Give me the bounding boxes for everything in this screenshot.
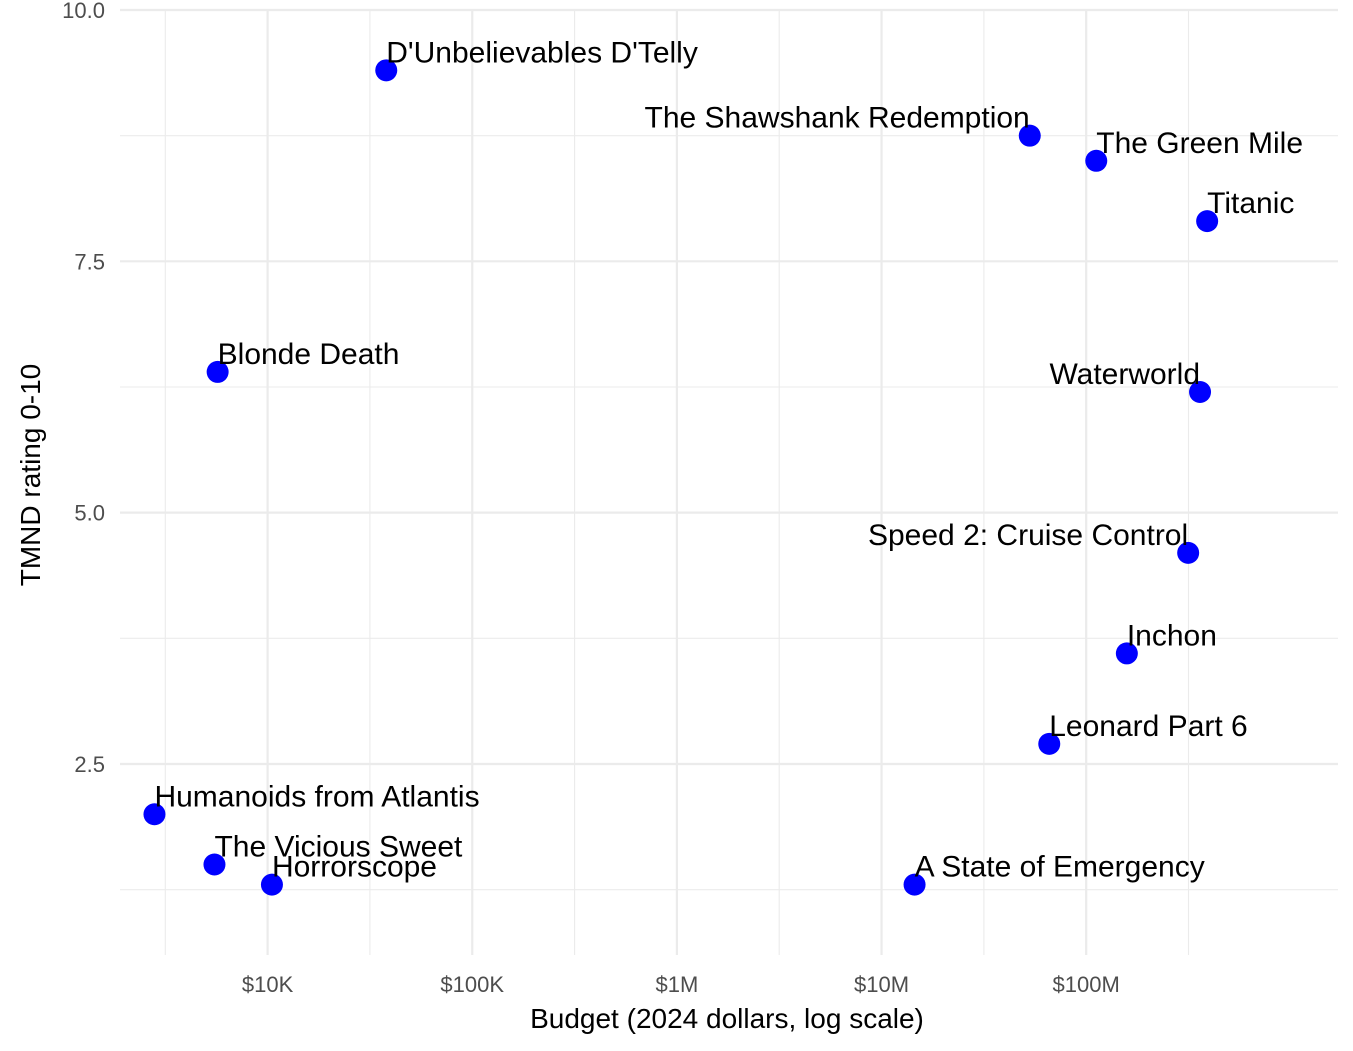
major-gridlines bbox=[120, 8, 1338, 955]
data-point bbox=[143, 803, 166, 826]
x-axis-title: Budget (2024 dollars, log scale) bbox=[530, 1003, 924, 1034]
y-tick-label: 2.5 bbox=[74, 752, 105, 777]
point-label: The Shawshank Redemption bbox=[645, 102, 1030, 135]
point-label: Leonard Part 6 bbox=[1049, 710, 1247, 743]
data-point bbox=[1177, 541, 1200, 564]
data-point bbox=[1018, 124, 1041, 147]
data-point bbox=[1115, 642, 1138, 665]
y-tick-label: 10.0 bbox=[62, 0, 105, 23]
point-label: The Green Mile bbox=[1096, 127, 1303, 160]
x-tick-label: $10M bbox=[854, 972, 909, 997]
data-points bbox=[143, 59, 1219, 896]
point-label: Blonde Death bbox=[218, 338, 400, 371]
x-tick-label: $100K bbox=[440, 972, 504, 997]
data-point bbox=[260, 873, 283, 896]
y-tick-label: 5.0 bbox=[74, 501, 105, 526]
point-label: Speed 2: Cruise Control bbox=[868, 519, 1188, 552]
minor-gridlines bbox=[120, 10, 1338, 955]
data-point bbox=[1038, 732, 1061, 755]
x-tick-label: $10K bbox=[242, 972, 294, 997]
point-label: D'Unbelievables D'Telly bbox=[386, 36, 698, 69]
point-label: Humanoids from Atlantis bbox=[154, 780, 479, 813]
point-label: Waterworld bbox=[1049, 358, 1200, 391]
data-point bbox=[206, 360, 229, 383]
point-labels: D'Unbelievables D'Telly The Shawshank Red… bbox=[154, 36, 1303, 883]
x-axis-ticks: $10K $100K $1M $10M $100M bbox=[242, 972, 1120, 997]
x-tick-label: $100M bbox=[1053, 972, 1120, 997]
y-axis-ticks: 2.5 5.0 7.5 10.0 bbox=[62, 0, 105, 777]
point-label: A State of Emergency bbox=[915, 851, 1205, 884]
data-point bbox=[1189, 381, 1212, 404]
point-label: Titanic bbox=[1207, 187, 1294, 220]
point-label: Inchon bbox=[1127, 619, 1217, 652]
data-point bbox=[1085, 149, 1108, 172]
point-label: The Vicious Sweet bbox=[214, 831, 463, 864]
y-tick-label: 7.5 bbox=[74, 249, 105, 274]
point-label: Horrorscope bbox=[272, 851, 437, 884]
data-point bbox=[903, 873, 926, 896]
data-point bbox=[375, 59, 398, 82]
y-axis-title: TMND rating 0-10 bbox=[15, 364, 46, 587]
data-point bbox=[203, 853, 226, 876]
data-point bbox=[1196, 210, 1219, 233]
x-tick-label: $1M bbox=[655, 972, 698, 997]
